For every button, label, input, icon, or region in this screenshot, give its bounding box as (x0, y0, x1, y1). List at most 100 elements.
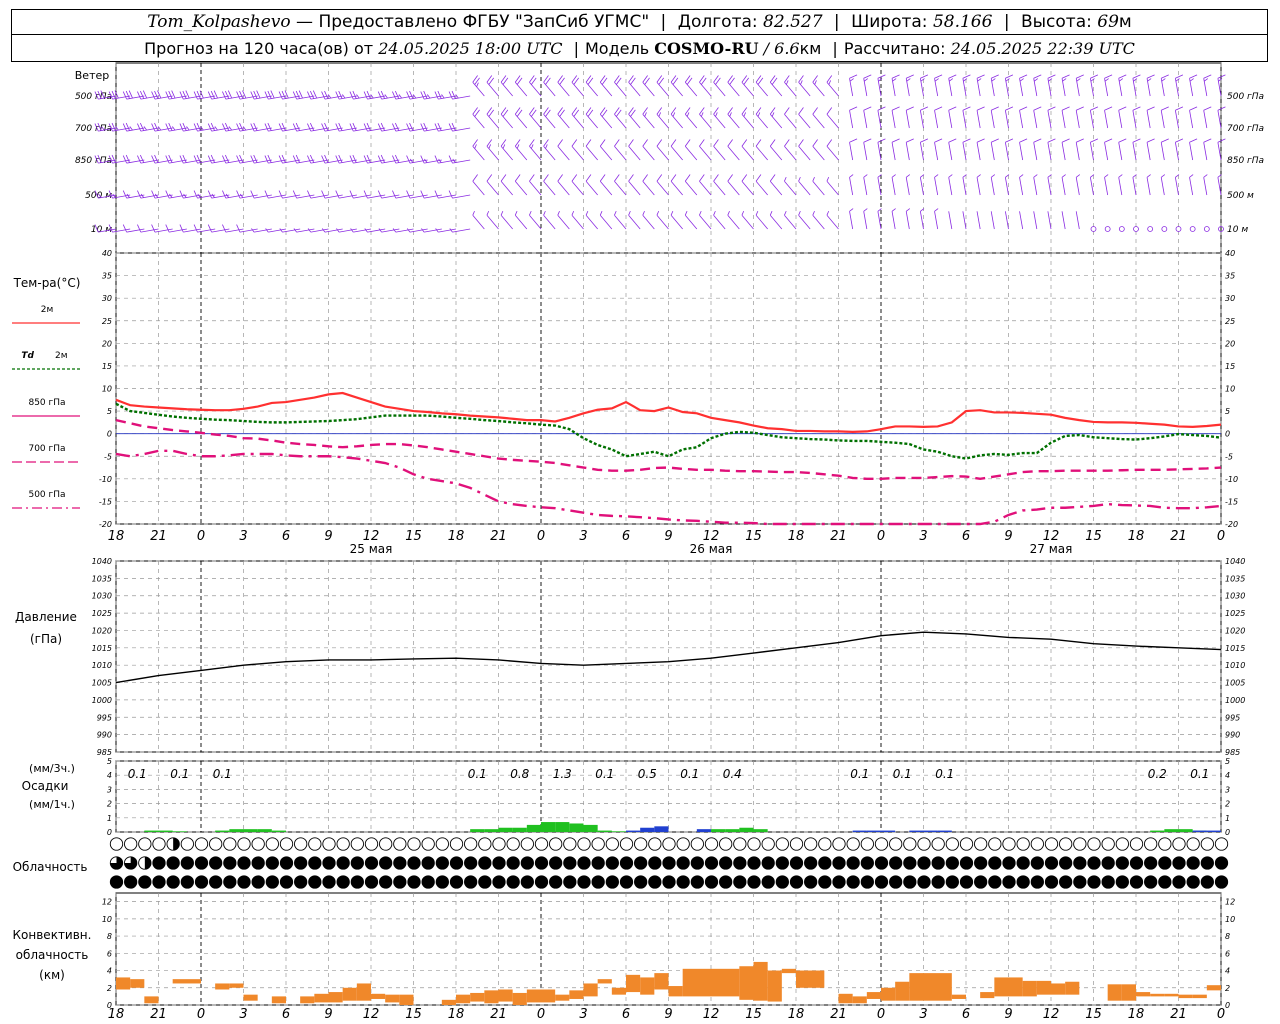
wind-barb-staff (1174, 142, 1179, 161)
hour-label: 21 (490, 529, 507, 544)
wind-barb-feather (278, 123, 283, 132)
conv-bar (271, 996, 286, 1004)
precip-axis-tick-left: 3 (107, 785, 112, 794)
t500-line (115, 449, 1222, 526)
wind-barb-feather (934, 174, 939, 178)
pressure-axis-tick-right: 1030 (1225, 592, 1245, 601)
wind-barb-staff (727, 214, 740, 230)
wind-barb-staff (699, 214, 712, 230)
precip-shower-bar (923, 830, 938, 832)
wind-barb-feather (755, 139, 762, 147)
wind-barb-feather (310, 90, 315, 99)
wind-barb-staff (324, 228, 343, 233)
wind-barb-feather (713, 174, 719, 182)
wind-barb-feather (222, 155, 227, 164)
wind-barb-feather (727, 174, 733, 182)
wind-barb-feather (571, 75, 578, 83)
wind-barb-feather (349, 155, 354, 164)
cloud-symbol (1030, 875, 1044, 889)
wind-barb-feather (474, 77, 480, 85)
wind-barb-feather (412, 94, 417, 99)
wind-barb-staff (891, 211, 896, 230)
wind-barb-staff (324, 194, 343, 199)
wind-barb-feather (656, 107, 663, 115)
wind-barb-feather (587, 109, 594, 117)
cloud-symbol (1144, 837, 1158, 851)
wind-barb-staff (310, 159, 329, 164)
wind-barb-staff (812, 180, 825, 196)
wind-barb-feather (571, 210, 575, 216)
wind-barb-feather (486, 75, 493, 83)
cloud-symbol (152, 837, 166, 851)
wind-barb-feather (151, 224, 156, 233)
pressure-axis-tick-left: 985 (97, 748, 112, 757)
wind-barb-feather (1203, 74, 1212, 79)
conv-axis-tick-left: 10 (102, 915, 112, 924)
wind-barb-feather (670, 139, 677, 147)
wind-barb-feather (545, 144, 548, 149)
cloud-symbol (407, 856, 421, 870)
wind-barb-staff (353, 127, 372, 132)
cloud-symbol (194, 856, 209, 870)
cloud-symbol (1200, 875, 1214, 889)
wind-calm-circle (1161, 226, 1168, 232)
hour-label: 21 (150, 1007, 167, 1022)
precip-axis-tick-left: 2 (107, 800, 112, 809)
cloud-symbol (109, 875, 124, 889)
wind-barb-feather (312, 90, 318, 99)
cloud-symbol (719, 856, 733, 870)
wind-barb-feather (1005, 138, 1014, 143)
wind-barb-feather (529, 174, 535, 182)
wind-barb-feather (849, 74, 858, 79)
cloud-symbol (804, 837, 818, 851)
hour-label: 6 (282, 529, 290, 544)
wind-barb-feather (472, 75, 478, 83)
cloud-symbol (563, 875, 577, 889)
precip-unit-3h: (мм/3ч.) (29, 762, 75, 775)
cloud-symbol (1158, 875, 1172, 889)
cloud-symbol (619, 875, 634, 889)
day-label: 27 мая (1030, 542, 1073, 556)
wind-barb-staff (628, 214, 641, 230)
cloud-symbol (180, 856, 194, 870)
wind-barb-staff (1217, 142, 1222, 161)
wind-barb-feather (377, 91, 382, 100)
conv-bar (767, 970, 782, 1002)
wind-barb-feather (757, 112, 761, 117)
wind-barb-staff (1189, 110, 1194, 129)
cloud-symbol (832, 856, 846, 870)
wind-barb-feather (154, 90, 159, 99)
hour-label: 18 (788, 1007, 805, 1022)
precip-3h-label: 0.1 (213, 767, 232, 781)
wind-barb-staff (353, 194, 372, 199)
conv-panel-title-2: облачность (16, 948, 89, 962)
hour-label: 21 (1170, 529, 1187, 544)
wind-barb-feather (516, 144, 520, 149)
wind-barb-feather (628, 174, 634, 182)
conv-axis-tick-left: 2 (107, 984, 112, 993)
wind-barb-feather (292, 91, 297, 100)
wind-barb-feather (976, 74, 985, 79)
wind-barb-feather (684, 210, 688, 216)
wind-barb-staff (919, 211, 924, 230)
cloud-symbol (506, 875, 520, 889)
conv-bar (1107, 984, 1122, 1001)
model-resolution: / 6.6 (763, 39, 800, 58)
wind-barb-feather (193, 123, 198, 132)
precip-rain-bar (229, 829, 244, 832)
wind-barb-staff (614, 145, 627, 161)
pressure-axis-tick-right: 1015 (1225, 644, 1245, 653)
wind-barb-staff (849, 211, 854, 230)
wind-barb-staff (1075, 142, 1080, 161)
cloud-symbol (209, 856, 223, 870)
conv-bar (555, 994, 570, 1001)
cloud-symbol (619, 856, 634, 870)
wind-barb-staff (670, 214, 683, 230)
precip-rain-bar (470, 829, 485, 832)
hour-label: 21 (830, 529, 847, 544)
station-name: Tom_Kolpashevo (147, 12, 291, 32)
wind-barb-staff (98, 228, 117, 233)
wind-barb-staff (755, 180, 768, 196)
wind-barb-feather (905, 174, 911, 178)
wind-barb-staff (438, 159, 457, 164)
